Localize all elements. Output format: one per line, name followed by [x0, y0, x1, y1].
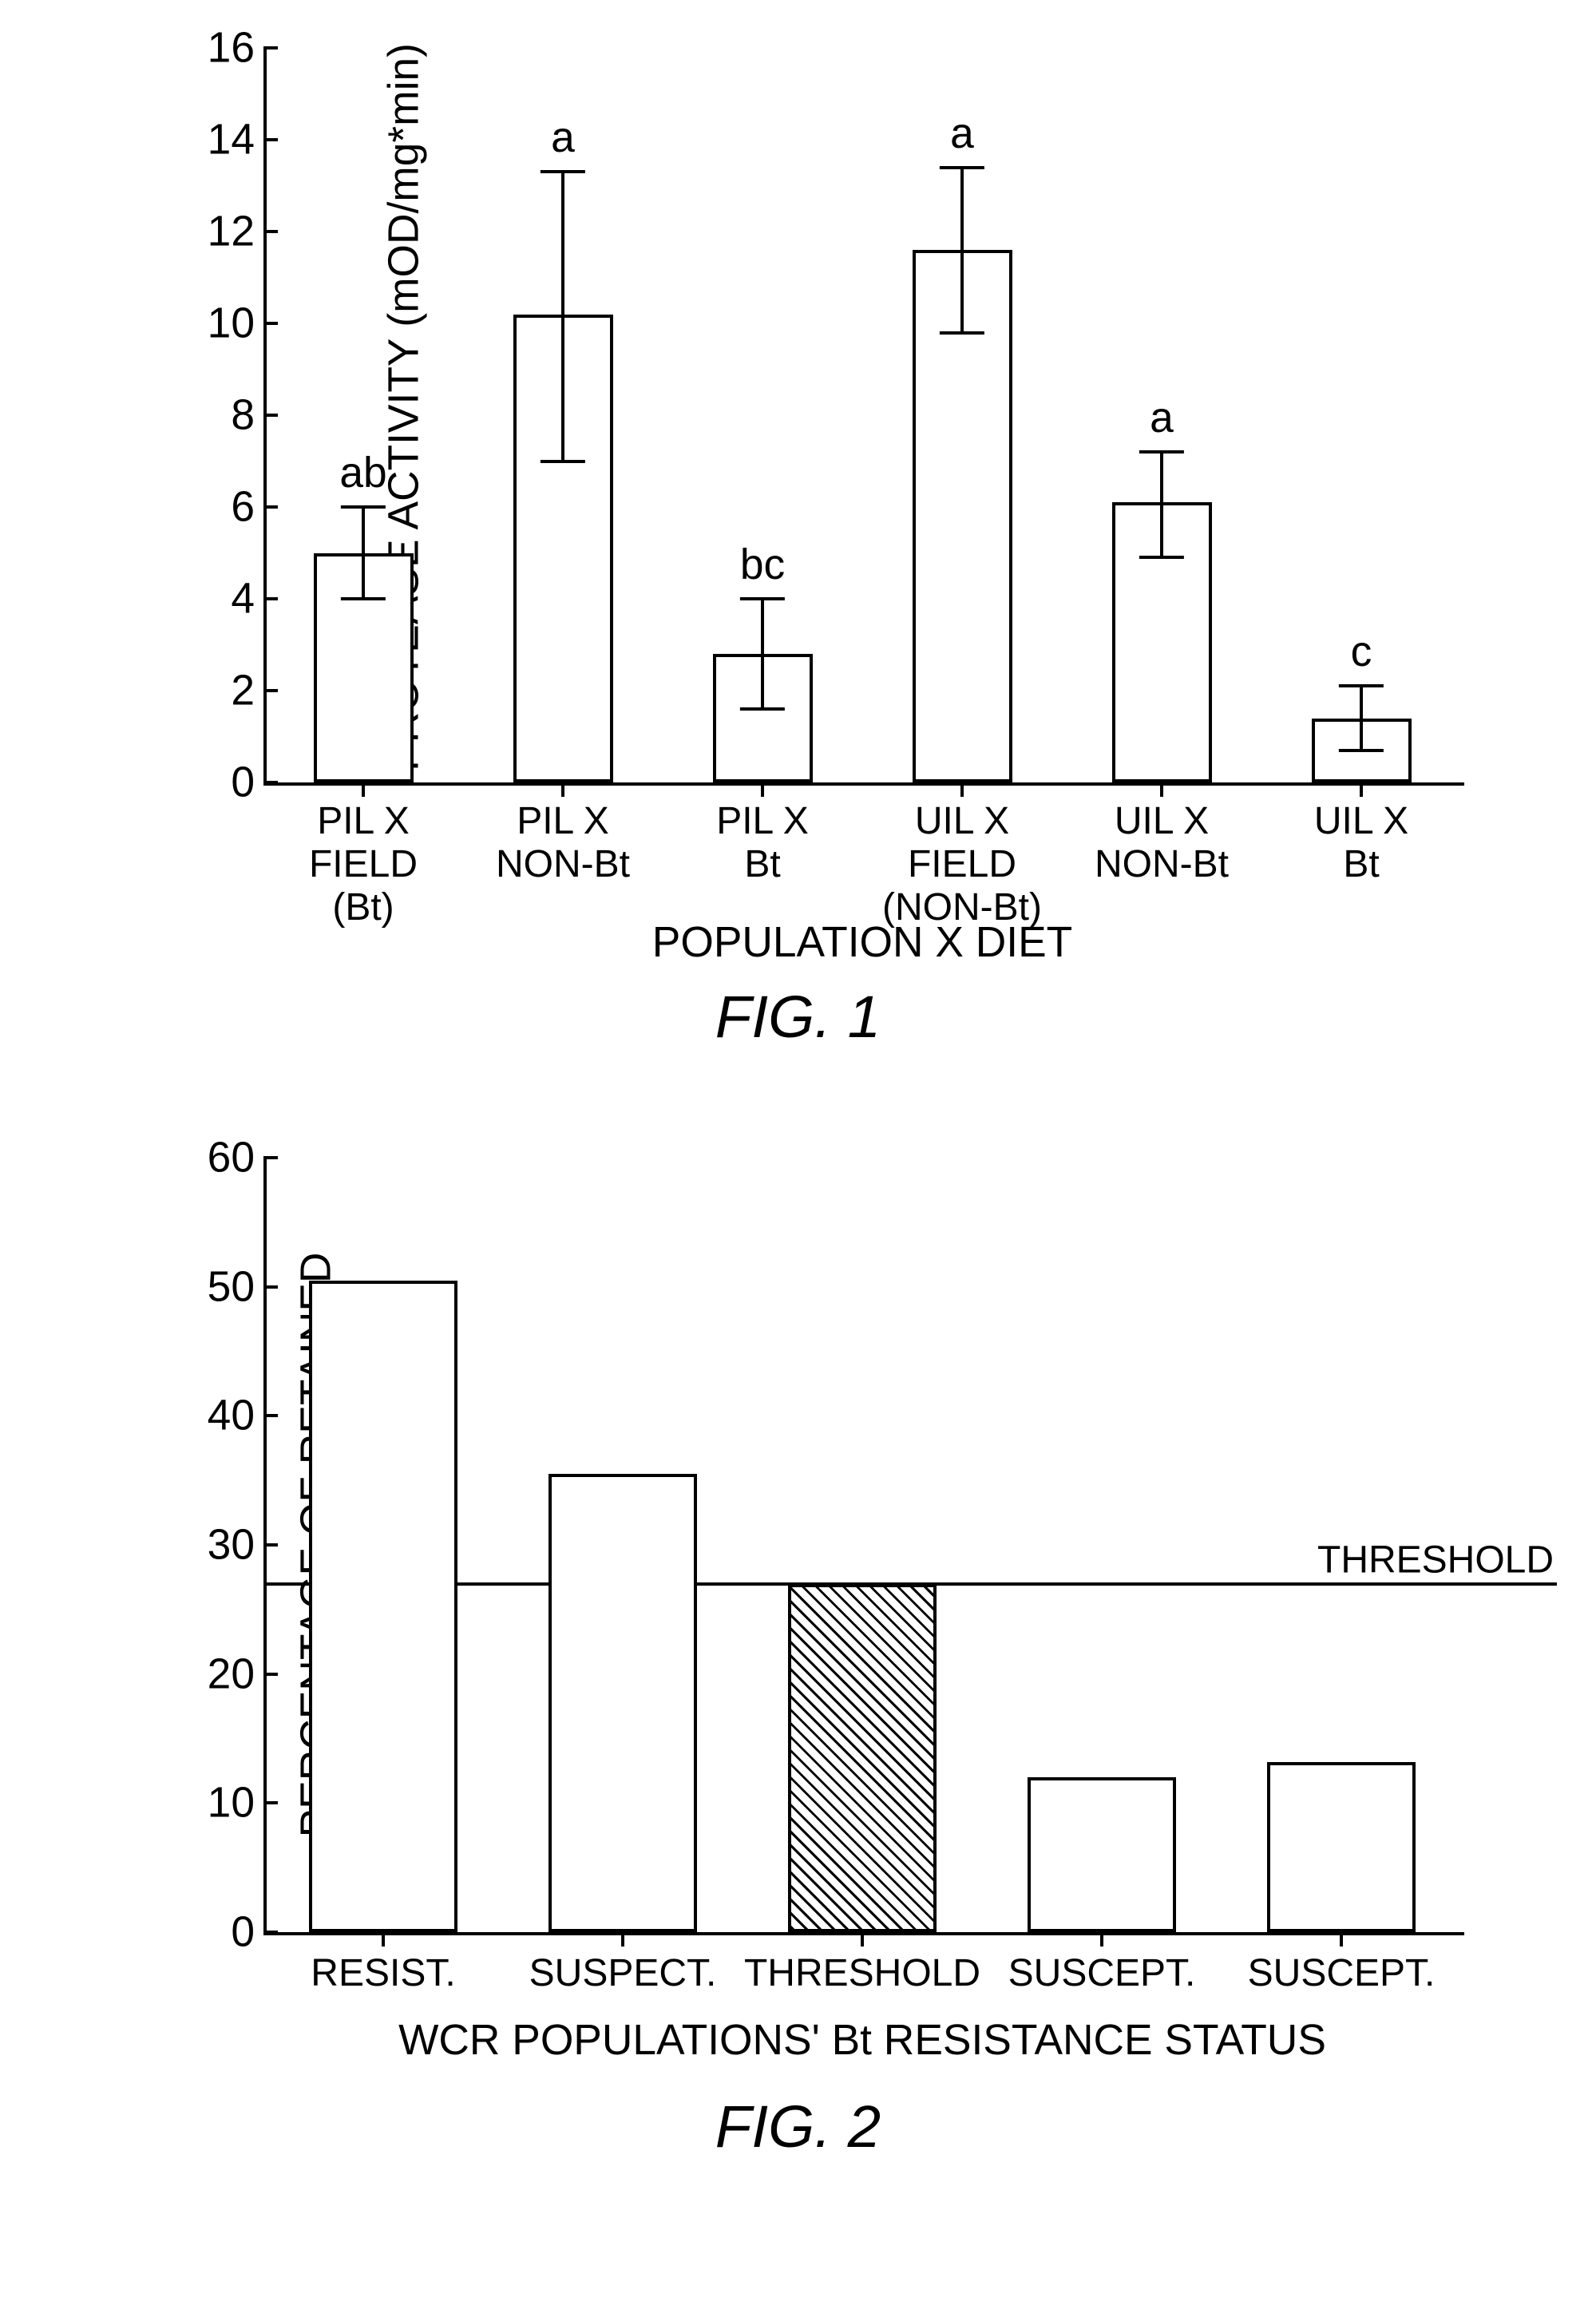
fig1-errorbar [761, 599, 764, 709]
fig1-ytick-label: 8 [159, 391, 255, 440]
fig2-category-label: SUSCEPT. [1008, 1951, 1196, 1995]
fig2-category-label: THRESHOLD [744, 1951, 980, 1995]
fig1-errorbar [1360, 686, 1363, 750]
fig1-xtick [561, 782, 564, 797]
fig1-title: FIG. 1 [0, 982, 1596, 1051]
figure-2: PERCENTAGE OF RETAINED PROTEASE ACTIVITY… [0, 1142, 1596, 2244]
fig1-bar-annotation: a [950, 109, 974, 158]
fig2-ytick-label: 40 [159, 1392, 255, 1440]
fig2-ytick [263, 1414, 278, 1417]
page: PROTEASE ACTIVITY (mOD/mg*min) POPULATIO… [0, 0, 1596, 2301]
fig1-bar-annotation: bc [740, 541, 785, 589]
fig2-bar [549, 1474, 697, 1932]
fig1-bar-annotation: ab [339, 449, 386, 497]
fig2-ytick-label: 50 [159, 1262, 255, 1311]
fig2-ytick [263, 1285, 278, 1289]
fig1-errorbar [561, 172, 564, 461]
fig1-ytick-label: 4 [159, 575, 255, 624]
fig2-ytick [263, 1673, 278, 1676]
fig1-ytick [263, 597, 278, 600]
fig1-xtick [960, 782, 964, 797]
fig2-xtick [861, 1932, 864, 1947]
fig1-ytick [263, 46, 278, 50]
fig2-ytick-label: 10 [159, 1779, 255, 1828]
fig1-ytick-label: 6 [159, 483, 255, 532]
fig1-errorbar [960, 168, 964, 333]
fig1-xtick [761, 782, 764, 797]
fig1-errorbar-cap [940, 331, 984, 335]
fig1-ytick [263, 689, 278, 692]
fig1-ytick [263, 230, 278, 233]
fig2-xtick [382, 1932, 385, 1947]
fig1-category-label: UIL X NON-Bt [1095, 800, 1229, 886]
fig1-errorbar-cap [940, 166, 984, 169]
fig2-bar [788, 1584, 937, 1933]
fig2-ytick [263, 1801, 278, 1804]
fig2-xtick [621, 1932, 624, 1947]
fig2-ytick-label: 30 [159, 1521, 255, 1570]
fig2-category-label: SUSPECT. [529, 1951, 717, 1995]
fig2-ytick-label: 0 [159, 1908, 255, 1957]
fig2-xtick [1100, 1932, 1103, 1947]
fig1-errorbar [1160, 452, 1163, 557]
fig1-ytick [263, 322, 278, 325]
fig2-xtick [1340, 1932, 1343, 1947]
fig1-errorbar-cap [740, 597, 785, 600]
fig1-xtick [1160, 782, 1163, 797]
fig1-errorbar-cap [1339, 684, 1384, 687]
fig2-ytick-label: 60 [159, 1134, 255, 1182]
fig1-ytick [263, 138, 278, 141]
fig1-ytick-label: 16 [159, 24, 255, 73]
fig1-category-label: PIL X Bt [716, 800, 809, 886]
fig2-category-label: SUSCEPT. [1248, 1951, 1436, 1995]
fig1-errorbar-cap [341, 597, 386, 600]
fig1-ytick-label: 14 [159, 116, 255, 164]
fig1-category-label: UIL X Bt [1314, 800, 1408, 886]
fig1-errorbar-cap [541, 170, 585, 173]
fig2-ytick [263, 1543, 278, 1547]
fig1-xtick [362, 782, 365, 797]
fig1-errorbar-cap [1139, 450, 1184, 453]
fig1-category-label: UIL X FIELD (NON-Bt) [882, 800, 1042, 929]
fig2-bar [309, 1281, 457, 1932]
fig1-ytick [263, 781, 278, 784]
fig1-x-axis-label: POPULATION X DIET [263, 918, 1461, 967]
fig2-bar [1267, 1762, 1416, 1932]
fig1-ytick-label: 10 [159, 299, 255, 348]
fig1-bar-annotation: c [1351, 628, 1372, 676]
fig2-x-axis-label: WCR POPULATIONS' Bt RESISTANCE STATUS [263, 2016, 1461, 2065]
fig2-title: FIG. 2 [0, 2092, 1596, 2160]
fig1-ytick [263, 414, 278, 417]
fig1-bar-annotation: a [551, 113, 575, 162]
fig2-ytick [263, 1156, 278, 1159]
fig1-ytick-label: 12 [159, 208, 255, 256]
fig1-category-label: PIL X FIELD (Bt) [309, 800, 418, 929]
fig1-errorbar [362, 507, 365, 599]
figure-1: PROTEASE ACTIVITY (mOD/mg*min) POPULATIO… [0, 32, 1596, 1086]
fig2-ytick-label: 20 [159, 1650, 255, 1698]
fig1-ytick [263, 505, 278, 509]
fig2-threshold-label: THRESHOLD [1317, 1538, 1554, 1582]
fig1-ytick-label: 0 [159, 758, 255, 807]
fig1-ytick-label: 2 [159, 667, 255, 715]
fig1-xtick [1360, 782, 1363, 797]
fig1-errorbar-cap [341, 505, 386, 509]
fig1-bar-annotation: a [1150, 394, 1174, 442]
fig2-ytick [263, 1931, 278, 1934]
fig1-errorbar-cap [541, 460, 585, 463]
fig2-bar [1028, 1777, 1176, 1932]
fig1-plot-area [263, 48, 1464, 786]
fig2-category-label: RESIST. [311, 1951, 455, 1995]
fig1-errorbar-cap [1139, 556, 1184, 559]
fig1-errorbar-cap [740, 707, 785, 711]
fig1-category-label: PIL X NON-Bt [496, 800, 630, 886]
fig1-errorbar-cap [1339, 749, 1384, 752]
